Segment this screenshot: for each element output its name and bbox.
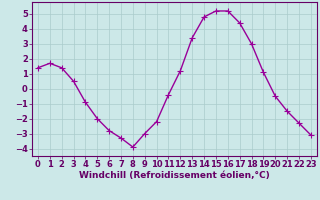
X-axis label: Windchill (Refroidissement éolien,°C): Windchill (Refroidissement éolien,°C) [79,171,270,180]
